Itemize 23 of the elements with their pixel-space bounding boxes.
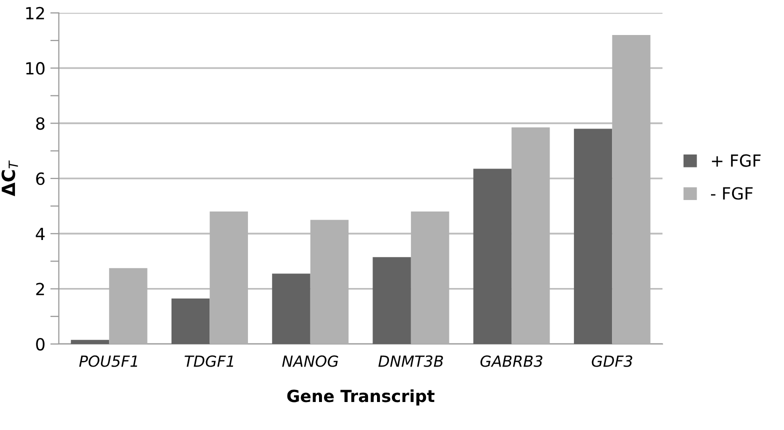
y-tick-label: 4 [36, 228, 45, 240]
y-tick-label: 2 [36, 282, 44, 296]
bar [272, 274, 310, 344]
x-tick-label: GDF3 [592, 355, 632, 367]
y-tick-label: 8 [36, 117, 44, 130]
legend-label: - FGF [711, 187, 753, 200]
legend-label: + FGF [712, 154, 761, 167]
bar [171, 298, 210, 344]
bar [473, 168, 512, 344]
y-tick-label: 0 [36, 338, 44, 351]
y-axis-title: ΔC$_{T}$ [2, 160, 18, 196]
x-tick-label: GABRB3 [480, 355, 542, 367]
x-tick-label: POU5F1 [79, 355, 138, 367]
x-axis-title: Gene Transcript [287, 389, 434, 406]
y-tick-label: 6 [36, 172, 45, 186]
y-tick-label: 12 [26, 6, 44, 20]
x-tick-label: NANOG [282, 355, 338, 367]
x-tick-label: TDGF1 [184, 355, 234, 367]
bar [70, 340, 110, 344]
bar [574, 128, 612, 344]
bar [372, 257, 411, 344]
y-tick-label: 10 [26, 62, 44, 75]
x-tick-label: DNMT3B [378, 355, 443, 367]
